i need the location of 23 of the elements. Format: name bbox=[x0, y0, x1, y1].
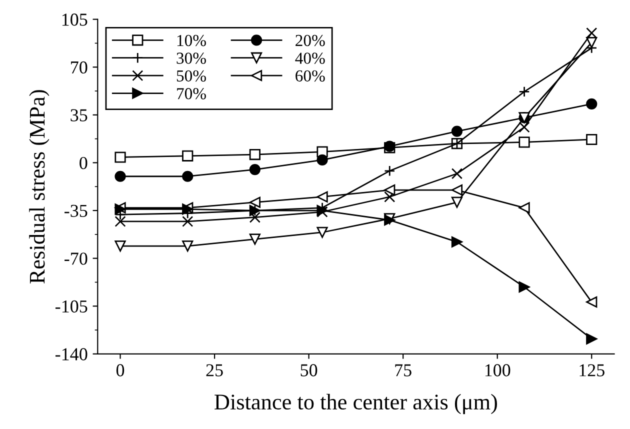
legend-label: 40% bbox=[295, 52, 325, 64]
y-tick-label: 70 bbox=[71, 61, 88, 74]
legend-label: 50% bbox=[176, 70, 206, 82]
y-tick-label: -140 bbox=[56, 348, 88, 360]
x-axis-title: Distance to the center axis (μm) bbox=[214, 394, 497, 414]
legend-label: 60% bbox=[296, 70, 325, 82]
x-tick-label: 75 bbox=[395, 364, 412, 376]
y-tick-label: 105 bbox=[62, 14, 88, 26]
x-tick-label: 125 bbox=[580, 364, 604, 376]
legend-label: 20% bbox=[296, 34, 325, 46]
legend-label: 70% bbox=[177, 88, 206, 100]
y-tick-label: 0 bbox=[80, 156, 88, 170]
legend-label: 10% bbox=[177, 34, 206, 46]
y-tick-label: -70 bbox=[64, 252, 88, 265]
x-tick-label: 0 bbox=[116, 364, 124, 376]
y-tick-label: -35 bbox=[64, 204, 88, 217]
y-tick-label: 35 bbox=[70, 109, 88, 122]
y-axis-title: Residual stress (MPa) bbox=[29, 90, 50, 284]
legend-label: 30% bbox=[176, 52, 206, 64]
x-tick-label: 50 bbox=[300, 364, 318, 376]
x-tick-label: 100 bbox=[485, 364, 510, 376]
y-tick-label: -105 bbox=[56, 300, 88, 313]
x-tick-label: 25 bbox=[206, 364, 223, 376]
